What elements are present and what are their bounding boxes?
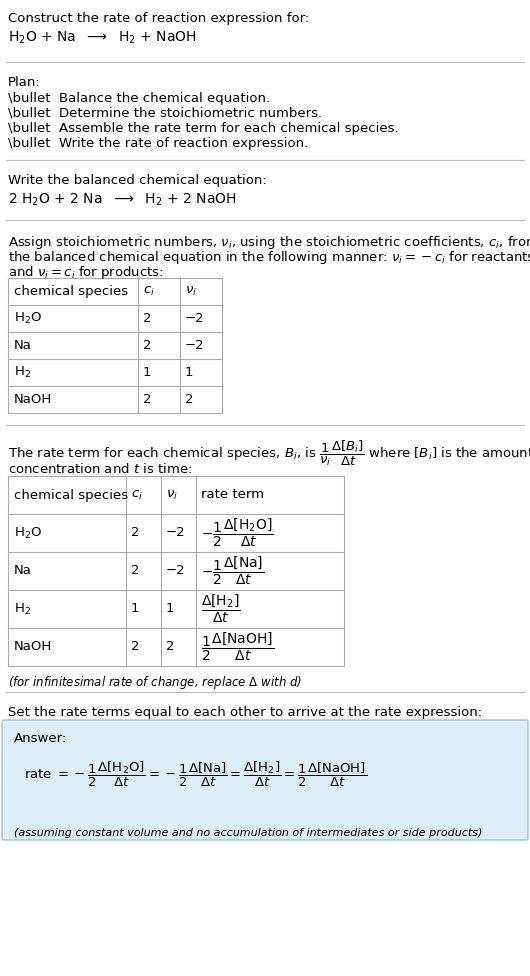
Text: rate $= -\dfrac{1}{2}\dfrac{\Delta[\mathrm{H_2O}]}{\Delta t} = -\dfrac{1}{2}\dfr: rate $= -\dfrac{1}{2}\dfrac{\Delta[\math…	[24, 760, 367, 790]
Text: H$_2$O + Na  $\longrightarrow$  H$_2$ + NaOH: H$_2$O + Na $\longrightarrow$ H$_2$ + Na…	[8, 30, 197, 47]
Text: 1: 1	[166, 602, 174, 616]
Text: 2: 2	[166, 640, 174, 654]
Text: Plan:: Plan:	[8, 76, 41, 89]
Text: \bullet  Determine the stoichiometric numbers.: \bullet Determine the stoichiometric num…	[8, 107, 322, 120]
Text: (assuming constant volume and no accumulation of intermediates or side products): (assuming constant volume and no accumul…	[14, 828, 482, 838]
Text: $-\dfrac{1}{2}\dfrac{\Delta[\mathrm{Na}]}{\Delta t}$: $-\dfrac{1}{2}\dfrac{\Delta[\mathrm{Na}]…	[201, 554, 264, 588]
Text: 2: 2	[143, 312, 152, 325]
Text: Answer:: Answer:	[14, 732, 67, 745]
Text: 2: 2	[143, 339, 152, 352]
FancyBboxPatch shape	[2, 720, 528, 840]
Text: \bullet  Assemble the rate term for each chemical species.: \bullet Assemble the rate term for each …	[8, 122, 399, 135]
Text: −2: −2	[166, 564, 185, 578]
Text: Na: Na	[14, 564, 32, 578]
Text: H$_2$O: H$_2$O	[14, 311, 42, 326]
Text: Construct the rate of reaction expression for:: Construct the rate of reaction expressio…	[8, 12, 309, 25]
Text: NaOH: NaOH	[14, 640, 52, 654]
Text: \bullet  Balance the chemical equation.: \bullet Balance the chemical equation.	[8, 92, 270, 105]
Text: $\dfrac{\Delta[\mathrm{H_2}]}{\Delta t}$: $\dfrac{\Delta[\mathrm{H_2}]}{\Delta t}$	[201, 592, 241, 626]
Text: chemical species: chemical species	[14, 489, 128, 502]
Text: $-\dfrac{1}{2}\dfrac{\Delta[\mathrm{H_2O}]}{\Delta t}$: $-\dfrac{1}{2}\dfrac{\Delta[\mathrm{H_2O…	[201, 517, 273, 549]
Text: H$_2$: H$_2$	[14, 601, 31, 617]
Text: 2: 2	[185, 393, 193, 406]
Text: chemical species: chemical species	[14, 285, 128, 298]
Text: NaOH: NaOH	[14, 393, 52, 406]
Text: 1: 1	[185, 366, 193, 379]
Text: Na: Na	[14, 339, 32, 352]
Text: 2 H$_2$O + 2 Na  $\longrightarrow$  H$_2$ + 2 NaOH: 2 H$_2$O + 2 Na $\longrightarrow$ H$_2$ …	[8, 192, 236, 209]
Text: 2: 2	[131, 564, 139, 578]
Text: −2: −2	[185, 339, 205, 352]
Text: (for infinitesimal rate of change, replace $\Delta$ with $d$): (for infinitesimal rate of change, repla…	[8, 674, 302, 691]
Text: \bullet  Write the rate of reaction expression.: \bullet Write the rate of reaction expre…	[8, 137, 308, 150]
Text: and $\nu_i = c_i$ for products:: and $\nu_i = c_i$ for products:	[8, 264, 164, 281]
Text: 2: 2	[143, 393, 152, 406]
Text: 1: 1	[131, 602, 139, 616]
Text: −2: −2	[166, 526, 185, 540]
Text: 2: 2	[131, 640, 139, 654]
Text: rate term: rate term	[201, 489, 264, 502]
Text: 1: 1	[143, 366, 152, 379]
Text: concentration and $t$ is time:: concentration and $t$ is time:	[8, 462, 192, 476]
Text: $\nu_i$: $\nu_i$	[185, 285, 197, 298]
Text: H$_2$: H$_2$	[14, 365, 31, 380]
Text: $\dfrac{1}{2}\dfrac{\Delta[\mathrm{NaOH}]}{\Delta t}$: $\dfrac{1}{2}\dfrac{\Delta[\mathrm{NaOH}…	[201, 630, 274, 663]
Text: Set the rate terms equal to each other to arrive at the rate expression:: Set the rate terms equal to each other t…	[8, 706, 482, 719]
Text: H$_2$O: H$_2$O	[14, 525, 42, 541]
Text: $c_i$: $c_i$	[143, 285, 155, 298]
Text: $c_i$: $c_i$	[131, 488, 143, 502]
Text: Write the balanced chemical equation:: Write the balanced chemical equation:	[8, 174, 267, 187]
Text: The rate term for each chemical species, $B_i$, is $\dfrac{1}{\nu_i}\dfrac{\Delt: The rate term for each chemical species,…	[8, 439, 530, 468]
Text: $\nu_i$: $\nu_i$	[166, 488, 178, 502]
Text: 2: 2	[131, 526, 139, 540]
Text: Assign stoichiometric numbers, $\nu_i$, using the stoichiometric coefficients, $: Assign stoichiometric numbers, $\nu_i$, …	[8, 234, 530, 251]
Text: the balanced chemical equation in the following manner: $\nu_i = -c_i$ for react: the balanced chemical equation in the fo…	[8, 249, 530, 266]
Text: −2: −2	[185, 312, 205, 325]
